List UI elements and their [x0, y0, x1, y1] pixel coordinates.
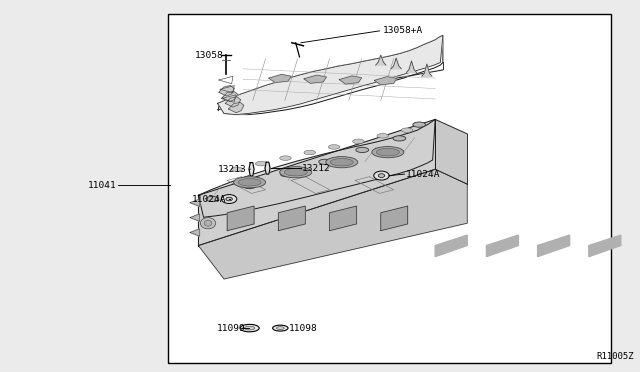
Polygon shape	[228, 102, 244, 113]
Ellipse shape	[356, 147, 369, 153]
Text: 11098: 11098	[289, 324, 318, 333]
Polygon shape	[198, 169, 467, 279]
Polygon shape	[435, 119, 467, 184]
Circle shape	[221, 195, 237, 203]
Bar	[168, 14, 611, 363]
Polygon shape	[269, 74, 291, 83]
Text: 13058+A: 13058+A	[383, 26, 423, 35]
Text: 13058: 13058	[195, 51, 224, 60]
Ellipse shape	[234, 177, 266, 188]
Text: 13212: 13212	[302, 164, 331, 173]
Polygon shape	[198, 119, 435, 217]
Ellipse shape	[377, 134, 388, 138]
Ellipse shape	[200, 218, 216, 229]
Polygon shape	[538, 235, 570, 257]
Ellipse shape	[401, 128, 413, 132]
Polygon shape	[486, 235, 518, 257]
Polygon shape	[190, 214, 200, 221]
Polygon shape	[190, 229, 200, 236]
Polygon shape	[190, 199, 200, 206]
Polygon shape	[227, 206, 254, 231]
Ellipse shape	[255, 161, 267, 166]
Polygon shape	[374, 77, 397, 85]
Polygon shape	[391, 58, 401, 69]
Polygon shape	[330, 206, 356, 231]
Polygon shape	[376, 55, 386, 65]
Polygon shape	[304, 75, 326, 83]
Polygon shape	[339, 76, 362, 84]
Polygon shape	[219, 86, 234, 96]
Circle shape	[226, 197, 232, 201]
Polygon shape	[218, 35, 443, 115]
Polygon shape	[249, 163, 254, 176]
Polygon shape	[265, 162, 270, 174]
Polygon shape	[406, 61, 417, 73]
Ellipse shape	[280, 167, 312, 178]
Ellipse shape	[393, 136, 406, 141]
Ellipse shape	[240, 324, 259, 332]
Polygon shape	[278, 206, 305, 231]
Ellipse shape	[244, 326, 255, 330]
Ellipse shape	[376, 148, 399, 156]
Ellipse shape	[280, 171, 293, 177]
Ellipse shape	[284, 169, 307, 176]
Ellipse shape	[238, 179, 261, 186]
Polygon shape	[435, 235, 467, 257]
Ellipse shape	[353, 139, 364, 144]
Polygon shape	[225, 97, 241, 107]
Ellipse shape	[273, 325, 288, 331]
Ellipse shape	[413, 122, 426, 127]
Polygon shape	[198, 119, 435, 246]
Text: 13213: 13213	[218, 165, 246, 174]
Text: 11099: 11099	[217, 324, 246, 333]
Polygon shape	[589, 235, 621, 257]
Ellipse shape	[204, 220, 212, 226]
Ellipse shape	[243, 183, 256, 189]
Ellipse shape	[328, 145, 340, 149]
Text: 11024A: 11024A	[406, 170, 440, 179]
Ellipse shape	[372, 147, 404, 158]
Text: R11005Z: R11005Z	[596, 352, 634, 361]
Ellipse shape	[326, 157, 358, 168]
Ellipse shape	[231, 167, 243, 171]
Ellipse shape	[304, 150, 316, 155]
Circle shape	[378, 174, 385, 177]
Ellipse shape	[206, 196, 219, 202]
Ellipse shape	[280, 156, 291, 160]
Polygon shape	[381, 206, 408, 231]
Circle shape	[374, 171, 389, 180]
Polygon shape	[422, 64, 432, 76]
Text: 11024A: 11024A	[192, 195, 227, 203]
Ellipse shape	[330, 158, 353, 166]
Polygon shape	[222, 91, 237, 102]
Ellipse shape	[276, 327, 284, 330]
Ellipse shape	[319, 159, 332, 164]
Polygon shape	[218, 35, 443, 115]
Text: 11041: 11041	[88, 181, 116, 190]
